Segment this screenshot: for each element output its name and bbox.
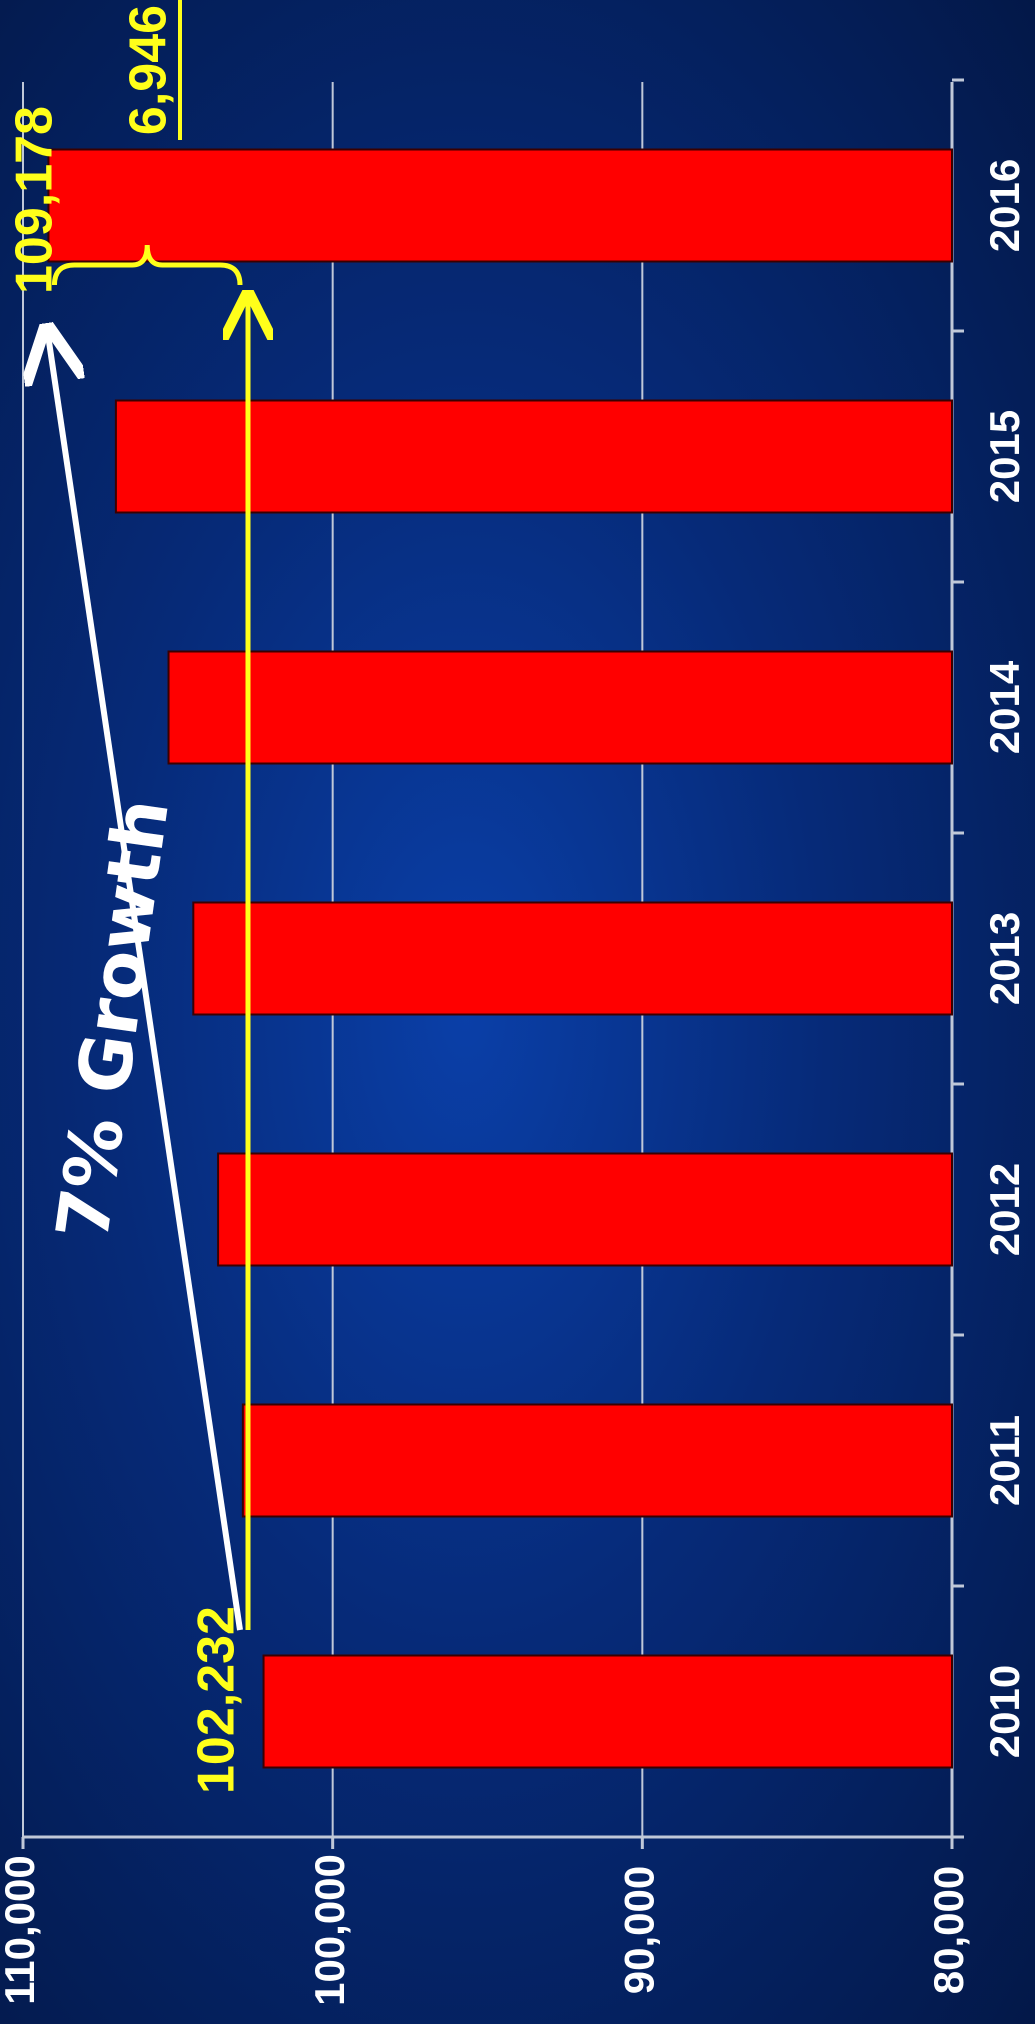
category-tick-label: 2012 xyxy=(981,1163,1028,1256)
bar xyxy=(114,399,953,514)
bar xyxy=(167,650,953,765)
growth-label: 7% Growth xyxy=(40,794,185,1245)
start-value-label: 102,232 xyxy=(188,1606,246,1794)
difference-brace xyxy=(51,244,243,286)
category-tick-label: 2015 xyxy=(981,410,1028,503)
category-tick-label: 2014 xyxy=(981,660,1028,754)
bars xyxy=(47,148,954,1769)
category-tick-label: 2010 xyxy=(981,1665,1028,1758)
category-tick-label: 2016 xyxy=(981,159,1028,252)
value-tick-label: 110,000 xyxy=(0,1855,43,2005)
value-tick-label: 100,000 xyxy=(306,1854,353,2006)
difference-label: 6,946 xyxy=(120,5,178,135)
category-tick-label: 2011 xyxy=(981,1415,1028,1506)
bar xyxy=(262,1654,953,1769)
tick-labels: 2010 2011 2012 2013 2014 2015 2016 80,000 90,000… xyxy=(0,159,1028,2006)
value-tick-label: 90,000 xyxy=(615,1866,662,1994)
category-tick-label: 2013 xyxy=(981,912,1028,1005)
growth-arrow xyxy=(48,335,243,1631)
bar xyxy=(47,148,954,263)
end-value-label: 109,178 xyxy=(6,106,64,294)
annotations: 102,232 109,178 6,946 7% Growth xyxy=(6,0,248,1794)
value-tick-label: 80,000 xyxy=(925,1866,972,1994)
bar xyxy=(217,1152,953,1267)
bar xyxy=(192,901,954,1016)
bar xyxy=(241,1403,953,1518)
